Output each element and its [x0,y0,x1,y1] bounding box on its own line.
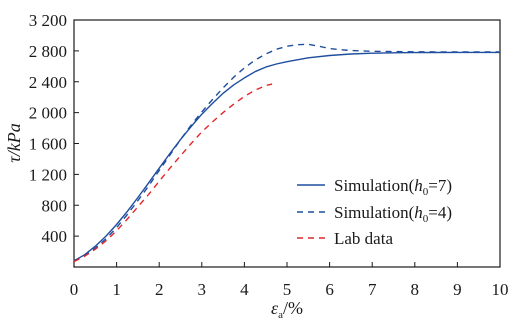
y-tick-label: 3 200 [29,11,67,30]
y-axis-label: τ/kPa [4,123,24,162]
legend-label-lab: Lab data [334,229,393,248]
series-simulation-h0-7 [73,51,500,262]
y-tick-label: 800 [42,196,68,215]
plot-frame [73,19,501,268]
x-tick-label: 5 [283,280,292,299]
y-tick-label: 2 400 [29,73,67,92]
y-tick-label: 2 000 [29,104,67,123]
y-tick-label: 2 800 [29,42,67,61]
legend-label-sim7: Simulation(h0=7) [334,176,452,198]
x-tick-label: 7 [368,280,377,299]
x-tick-label: 0 [70,280,79,299]
x-tick-label: 1 [112,280,121,299]
y-axis-ticks: 400 800 1 200 1 600 2 000 2 400 2 800 3 200 [29,11,79,246]
series-simulation-h0-4 [73,43,500,262]
series-layer [73,43,500,263]
series-lab-data [73,83,273,263]
x-axis-label-subscript: a [278,309,283,321]
y-tick-label: 1 200 [29,165,67,184]
y-tick-label: 400 [42,227,68,246]
x-tick-label: 4 [240,280,249,299]
x-axis-label-symbol: ε [271,298,279,318]
x-axis-label: εa/% [271,298,303,321]
x-tick-label: 8 [411,280,420,299]
legend: Simulation(h0=7) Simulation(h0=4) Lab da… [297,176,452,248]
x-tick-label: 2 [155,280,164,299]
x-tick-label: 6 [325,280,334,299]
legend-label-sim4: Simulation(h0=4) [334,203,452,225]
x-tick-label: 9 [453,280,462,299]
x-axis-ticks: 0 1 2 3 4 5 6 7 8 9 10 [70,262,509,299]
x-tick-label: 10 [492,280,509,299]
y-tick-label: 1 600 [29,135,67,154]
x-tick-label: 3 [198,280,207,299]
x-axis-label-unit: /% [283,298,303,318]
